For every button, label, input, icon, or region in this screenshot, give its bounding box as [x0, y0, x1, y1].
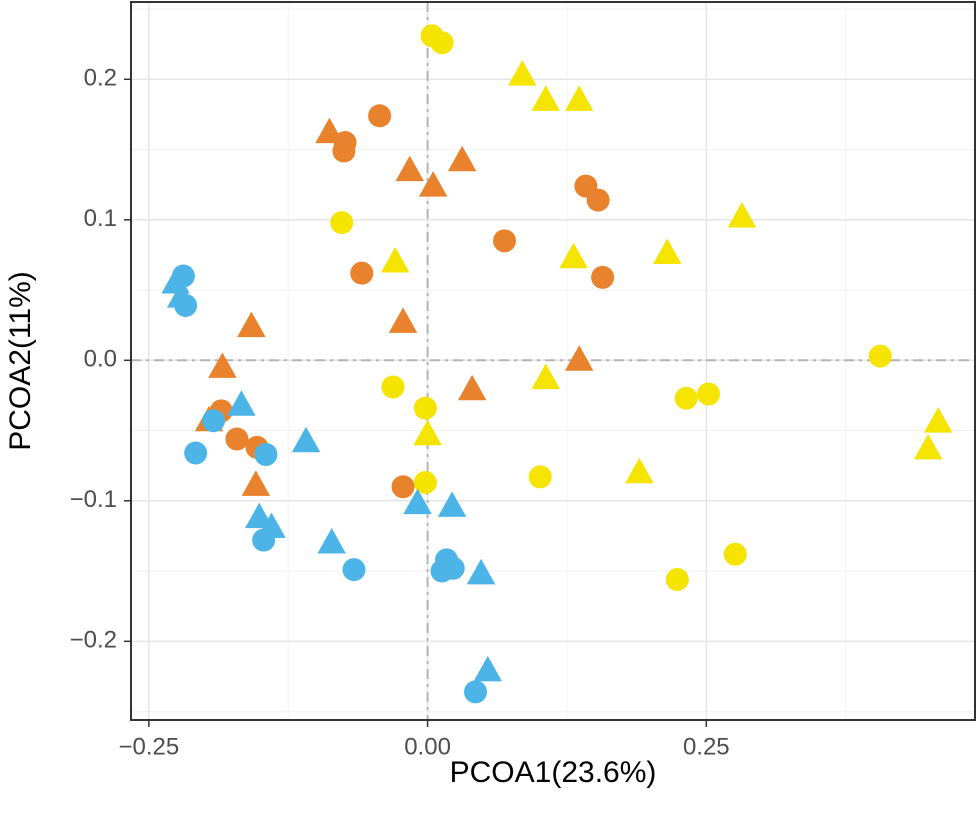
triangle-point [380, 246, 410, 273]
triangle-point [208, 352, 237, 378]
y-tick-label: −0.2 [70, 627, 117, 654]
triangle-point [403, 488, 432, 515]
circle-point [464, 680, 488, 704]
triangle-point [531, 85, 561, 111]
triangle-point [317, 527, 346, 554]
circle-point [332, 139, 356, 163]
triangle-point [913, 433, 943, 460]
triangle-point [457, 374, 487, 401]
y-tick-label: 0.0 [84, 346, 117, 373]
circle-point [868, 344, 892, 368]
circle-point [184, 441, 208, 465]
triangle-point [531, 363, 561, 390]
triangle-point [227, 390, 256, 416]
circle-point [674, 386, 698, 410]
triangle-point [315, 117, 344, 144]
triangle-point [473, 655, 503, 682]
circle-point [528, 465, 552, 489]
grid [131, 2, 975, 720]
circle-point [697, 382, 721, 406]
circle-point [368, 104, 392, 128]
triangle-point [466, 558, 496, 585]
circle-point [391, 475, 415, 499]
circle-point [330, 211, 354, 235]
triangle-point [291, 426, 321, 453]
y-axis-title: PCOA2(11%) [4, 271, 37, 451]
triangle-point [727, 201, 757, 228]
triangle-point [413, 419, 442, 446]
triangle-point [923, 407, 953, 433]
circle-point [225, 427, 249, 451]
circle-point [202, 409, 226, 433]
triangle-point [564, 85, 594, 111]
circle-point [413, 471, 437, 495]
triangle-point [237, 311, 266, 338]
triangle-point [653, 238, 682, 265]
x-axis-title: PCOA1(23.6%) [450, 756, 657, 789]
points [161, 24, 953, 704]
triangle-point [564, 345, 594, 371]
y-tick-label: −0.1 [70, 486, 117, 513]
circle-point [723, 542, 747, 566]
triangle-point [625, 457, 654, 484]
circle-point [441, 556, 465, 580]
y-tick-label: 0.2 [84, 65, 117, 92]
circle-point [413, 396, 437, 420]
circle-point [350, 261, 374, 285]
circle-point [254, 442, 278, 466]
triangle-point [447, 145, 477, 172]
circle-point [591, 265, 615, 289]
x-tick-label: 0.25 [683, 733, 730, 760]
triangle-point [437, 491, 467, 517]
triangle-point [418, 171, 448, 197]
circle-point [342, 558, 366, 582]
triangle-point [388, 307, 418, 333]
circle-point [430, 31, 454, 55]
triangle-point [559, 242, 588, 269]
circle-point [586, 188, 610, 212]
circle-point [381, 375, 405, 399]
x-tick-label: 0.00 [404, 733, 451, 760]
x-tick-label: −0.25 [118, 733, 179, 760]
triangle-point [257, 512, 286, 539]
triangle-point [166, 282, 196, 308]
triangle-point [241, 470, 271, 496]
y-tick-label: 0.1 [84, 205, 117, 232]
circle-point [665, 567, 689, 591]
triangle-point [508, 60, 537, 86]
triangle-point [395, 155, 424, 182]
circle-point [493, 229, 517, 253]
